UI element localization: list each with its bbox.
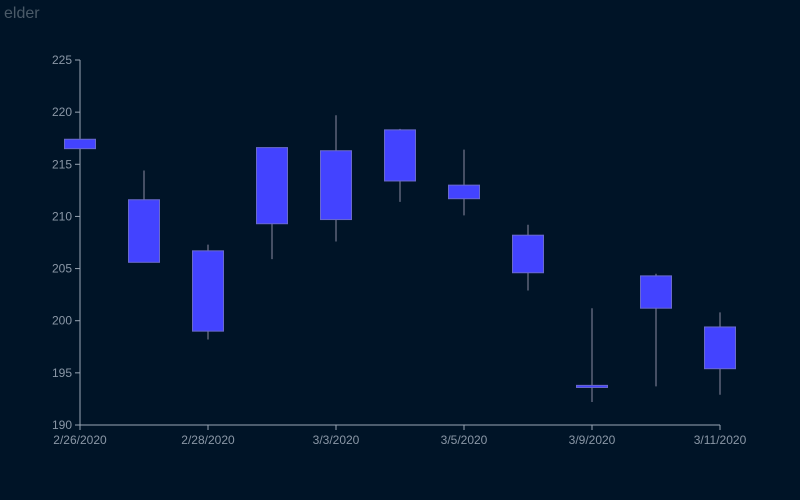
y-axis: 190 195 200 205 210 215 220 225: [52, 53, 81, 432]
candle-body: [640, 275, 672, 309]
candle: [192, 244, 224, 340]
x-axis: 2/26/2020 2/28/2020 3/3/2020 3/5/2020 3/9/20…: [53, 424, 747, 447]
y-tick-label: 195: [52, 366, 72, 380]
candle-body: [256, 147, 288, 225]
candle: [256, 147, 288, 260]
y-tick-label: 220: [52, 105, 72, 119]
candle: [384, 128, 416, 202]
candle: [576, 308, 608, 403]
y-tick-label: 190: [52, 418, 72, 432]
candle: [320, 115, 352, 242]
x-tick-label: 3/9/2020: [569, 433, 616, 447]
candle-body: [448, 184, 480, 200]
candle-body: [192, 250, 224, 332]
x-tick-label: 3/11/2020: [694, 433, 747, 447]
y-tick-label: 200: [52, 314, 72, 328]
y-tick-label: 225: [52, 53, 72, 67]
chart-title: elder: [4, 5, 40, 22]
x-tick-label: 3/5/2020: [441, 433, 488, 447]
candle: [448, 149, 480, 216]
x-tick-label: 2/28/2020: [181, 433, 235, 447]
candle-body: [704, 326, 736, 370]
candle: [512, 224, 544, 291]
candle-body: [320, 150, 352, 221]
candle: [64, 138, 96, 150]
y-tick-label: 215: [52, 157, 72, 171]
candle: [640, 273, 672, 387]
candle: [704, 312, 736, 395]
candle-body: [512, 234, 544, 274]
candle-body: [576, 384, 608, 388]
y-tick-label: 210: [52, 209, 72, 223]
candles-group: [64, 115, 736, 403]
candle-body: [128, 199, 160, 263]
candle: [128, 170, 160, 263]
candle-body: [64, 138, 96, 150]
x-tick-label: 2/26/2020: [53, 433, 107, 447]
y-tick-label: 205: [52, 262, 72, 276]
x-tick-label: 3/3/2020: [313, 433, 360, 447]
candle-body: [384, 129, 416, 182]
